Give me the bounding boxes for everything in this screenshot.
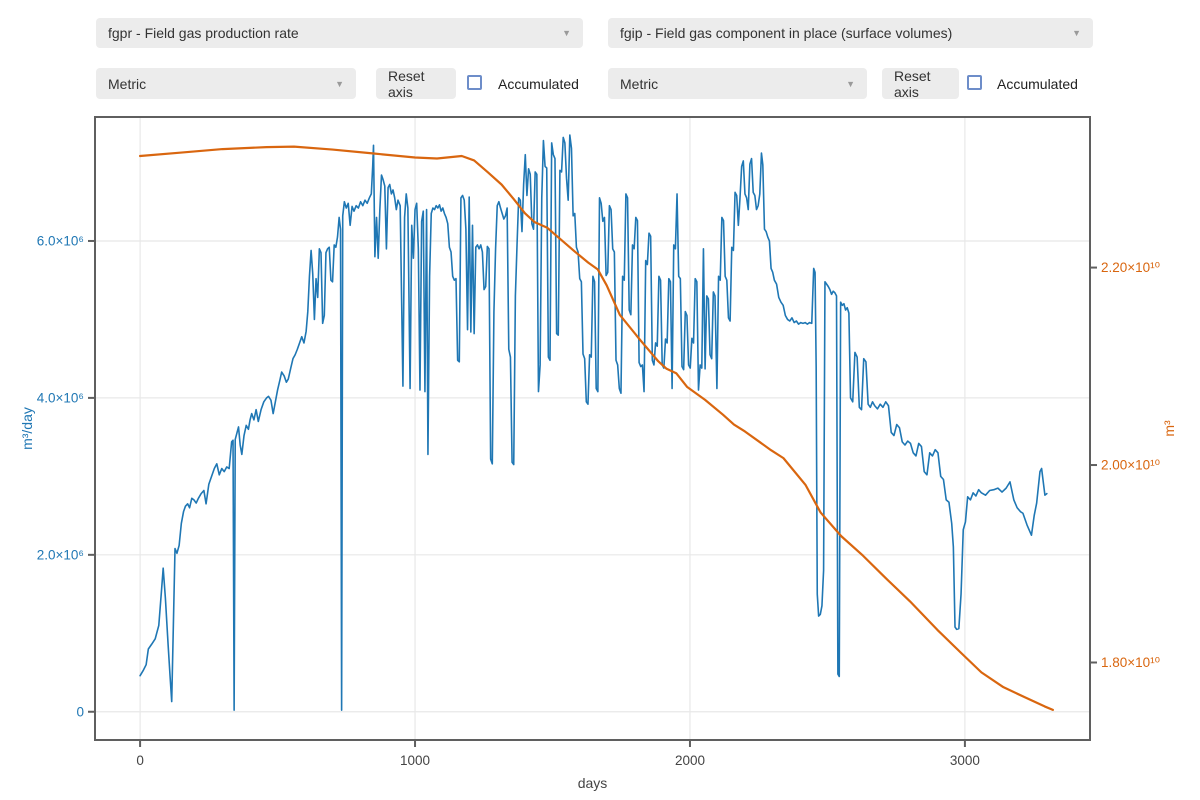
y-left-axis-title: m³/day [19,407,35,450]
y-right-axis-title: m³ [1161,420,1177,437]
y-left-tick-label: 6.0×10⁶ [37,233,84,248]
x-tick-label: 2000 [675,753,705,768]
x-axis-title: days [578,775,608,791]
reset-axis-button-left[interactable]: Reset axis [376,67,456,100]
chevron-down-icon: ▼ [562,28,571,38]
statistic-dropdown-right[interactable]: Metric ▼ [608,68,867,99]
y-right-tick-label: 2.20×10¹⁰ [1101,260,1160,275]
x-tick-label: 3000 [950,753,980,768]
vector-dropdown-right[interactable]: fgip - Field gas component in place (sur… [608,18,1093,48]
plot-border [94,116,1091,741]
y-axis-right [1091,266,1097,664]
series-line-fgpr [139,134,1048,711]
chevron-down-icon: ▼ [335,78,344,89]
y-left-tick-label: 0 [76,704,84,719]
x-axis [139,741,966,747]
accumulated-label-left: Accumulated [498,76,579,92]
vector-dropdown-left-value: fgpr - Field gas production rate [108,25,299,41]
chevron-down-icon: ▼ [1072,28,1081,38]
reset-axis-button-right-label: Reset axis [894,67,931,100]
reset-axis-button-right[interactable]: Reset axis [882,67,959,100]
series-line-fgip [138,145,1054,711]
x-tick-label: 0 [136,753,144,768]
statistic-dropdown-left[interactable]: Metric ▼ [96,68,356,99]
chevron-down-icon: ▼ [846,78,855,89]
statistic-dropdown-right-value: Metric [620,75,659,92]
accumulated-label-right: Accumulated [997,76,1078,92]
vector-dropdown-left[interactable]: fgpr - Field gas production rate ▼ [96,18,583,48]
vector-dropdown-right-value: fgip - Field gas component in place (sur… [620,25,953,41]
accumulated-checkbox-left[interactable] [467,75,482,90]
y-left-tick-label: 2.0×10⁶ [37,547,84,562]
reset-axis-button-left-label: Reset axis [388,67,425,100]
y-right-tick-label: 2.00×10¹⁰ [1101,458,1160,473]
y-right-tick-label: 1.80×10¹⁰ [1101,655,1160,670]
y-axis-left [88,239,94,713]
statistic-dropdown-left-value: Metric [108,75,147,92]
y-left-tick-label: 4.0×10⁶ [37,390,84,405]
plot-area[interactable] [95,117,1090,740]
accumulated-checkbox-right[interactable] [967,75,982,90]
x-tick-label: 1000 [400,753,430,768]
